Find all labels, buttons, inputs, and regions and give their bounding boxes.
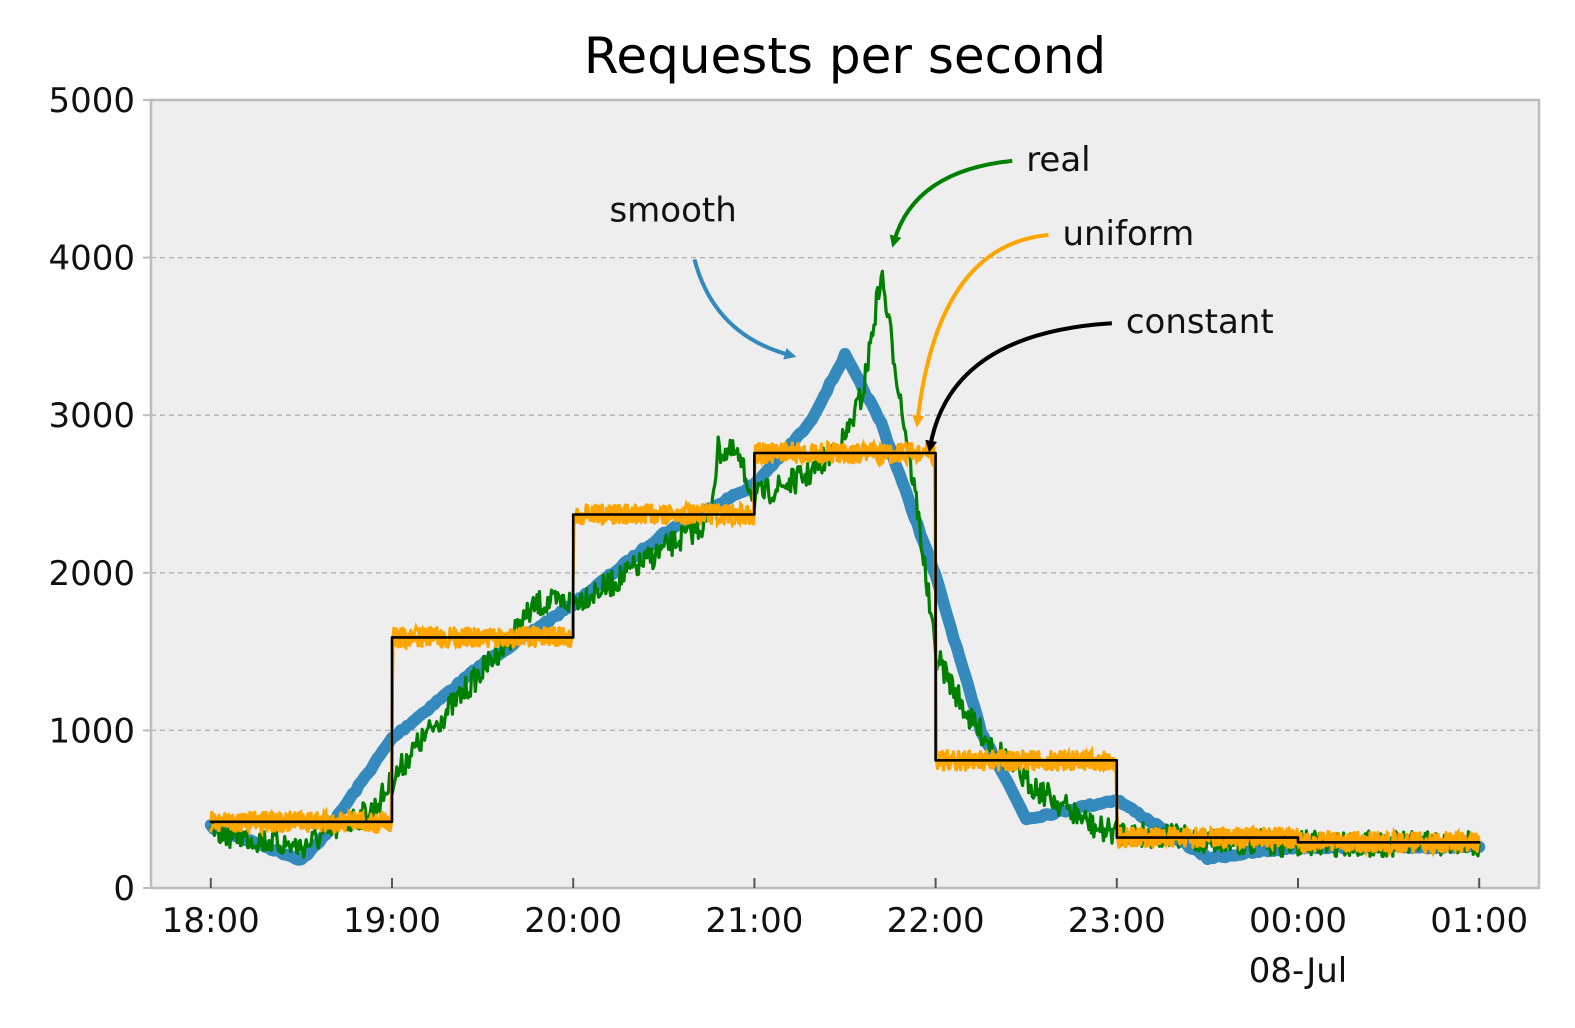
y-tick-label: 5000 bbox=[48, 81, 135, 121]
series-constant-line bbox=[209, 451, 1481, 844]
series-uniform-band bbox=[209, 437, 1481, 858]
x-tick-label: 21:00 bbox=[705, 901, 803, 941]
y-tick-label: 2000 bbox=[48, 554, 135, 594]
annotation-smooth-arrow bbox=[692, 258, 797, 360]
annotation-smooth-label: smooth bbox=[609, 190, 736, 230]
series-smooth-line bbox=[204, 347, 1486, 866]
y-gridlines bbox=[151, 256, 1539, 732]
plot-frame bbox=[149, 98, 1541, 890]
annotation-uniform-arrow bbox=[912, 233, 1049, 428]
annotation-constant-label: constant bbox=[1126, 302, 1274, 342]
series-lines bbox=[204, 269, 1486, 866]
annotation-constant-arrow bbox=[925, 321, 1112, 453]
x-tick-label: 20:00 bbox=[524, 901, 622, 941]
chart-title: Requests per second bbox=[584, 27, 1106, 85]
annotations: real smooth uniform constant bbox=[609, 140, 1274, 453]
y-tick-label: 4000 bbox=[48, 239, 135, 279]
x-tick-label: 19:00 bbox=[343, 901, 441, 941]
x-tick-sublabel: 08-Jul bbox=[1249, 951, 1347, 991]
annotation-real-label: real bbox=[1026, 140, 1090, 180]
y-tick-label: 1000 bbox=[48, 711, 135, 751]
x-tick-label: 22:00 bbox=[887, 901, 985, 941]
x-tick-label: 01:00 bbox=[1430, 901, 1528, 941]
x-tick-label: 18:00 bbox=[162, 901, 260, 941]
x-tick-label: 00:00 bbox=[1249, 901, 1347, 941]
y-tick-label: 3000 bbox=[48, 396, 135, 436]
plot-background bbox=[151, 100, 1539, 888]
annotation-real-arrow bbox=[889, 158, 1013, 248]
y-tick-label: 0 bbox=[113, 869, 135, 909]
axis-ticks: 0 1000 2000 3000 4000 5000 18:00 19:00 20:00 21:0… bbox=[48, 81, 1528, 991]
x-tick-label: 23:00 bbox=[1068, 901, 1166, 941]
annotation-uniform-label: uniform bbox=[1062, 214, 1194, 254]
